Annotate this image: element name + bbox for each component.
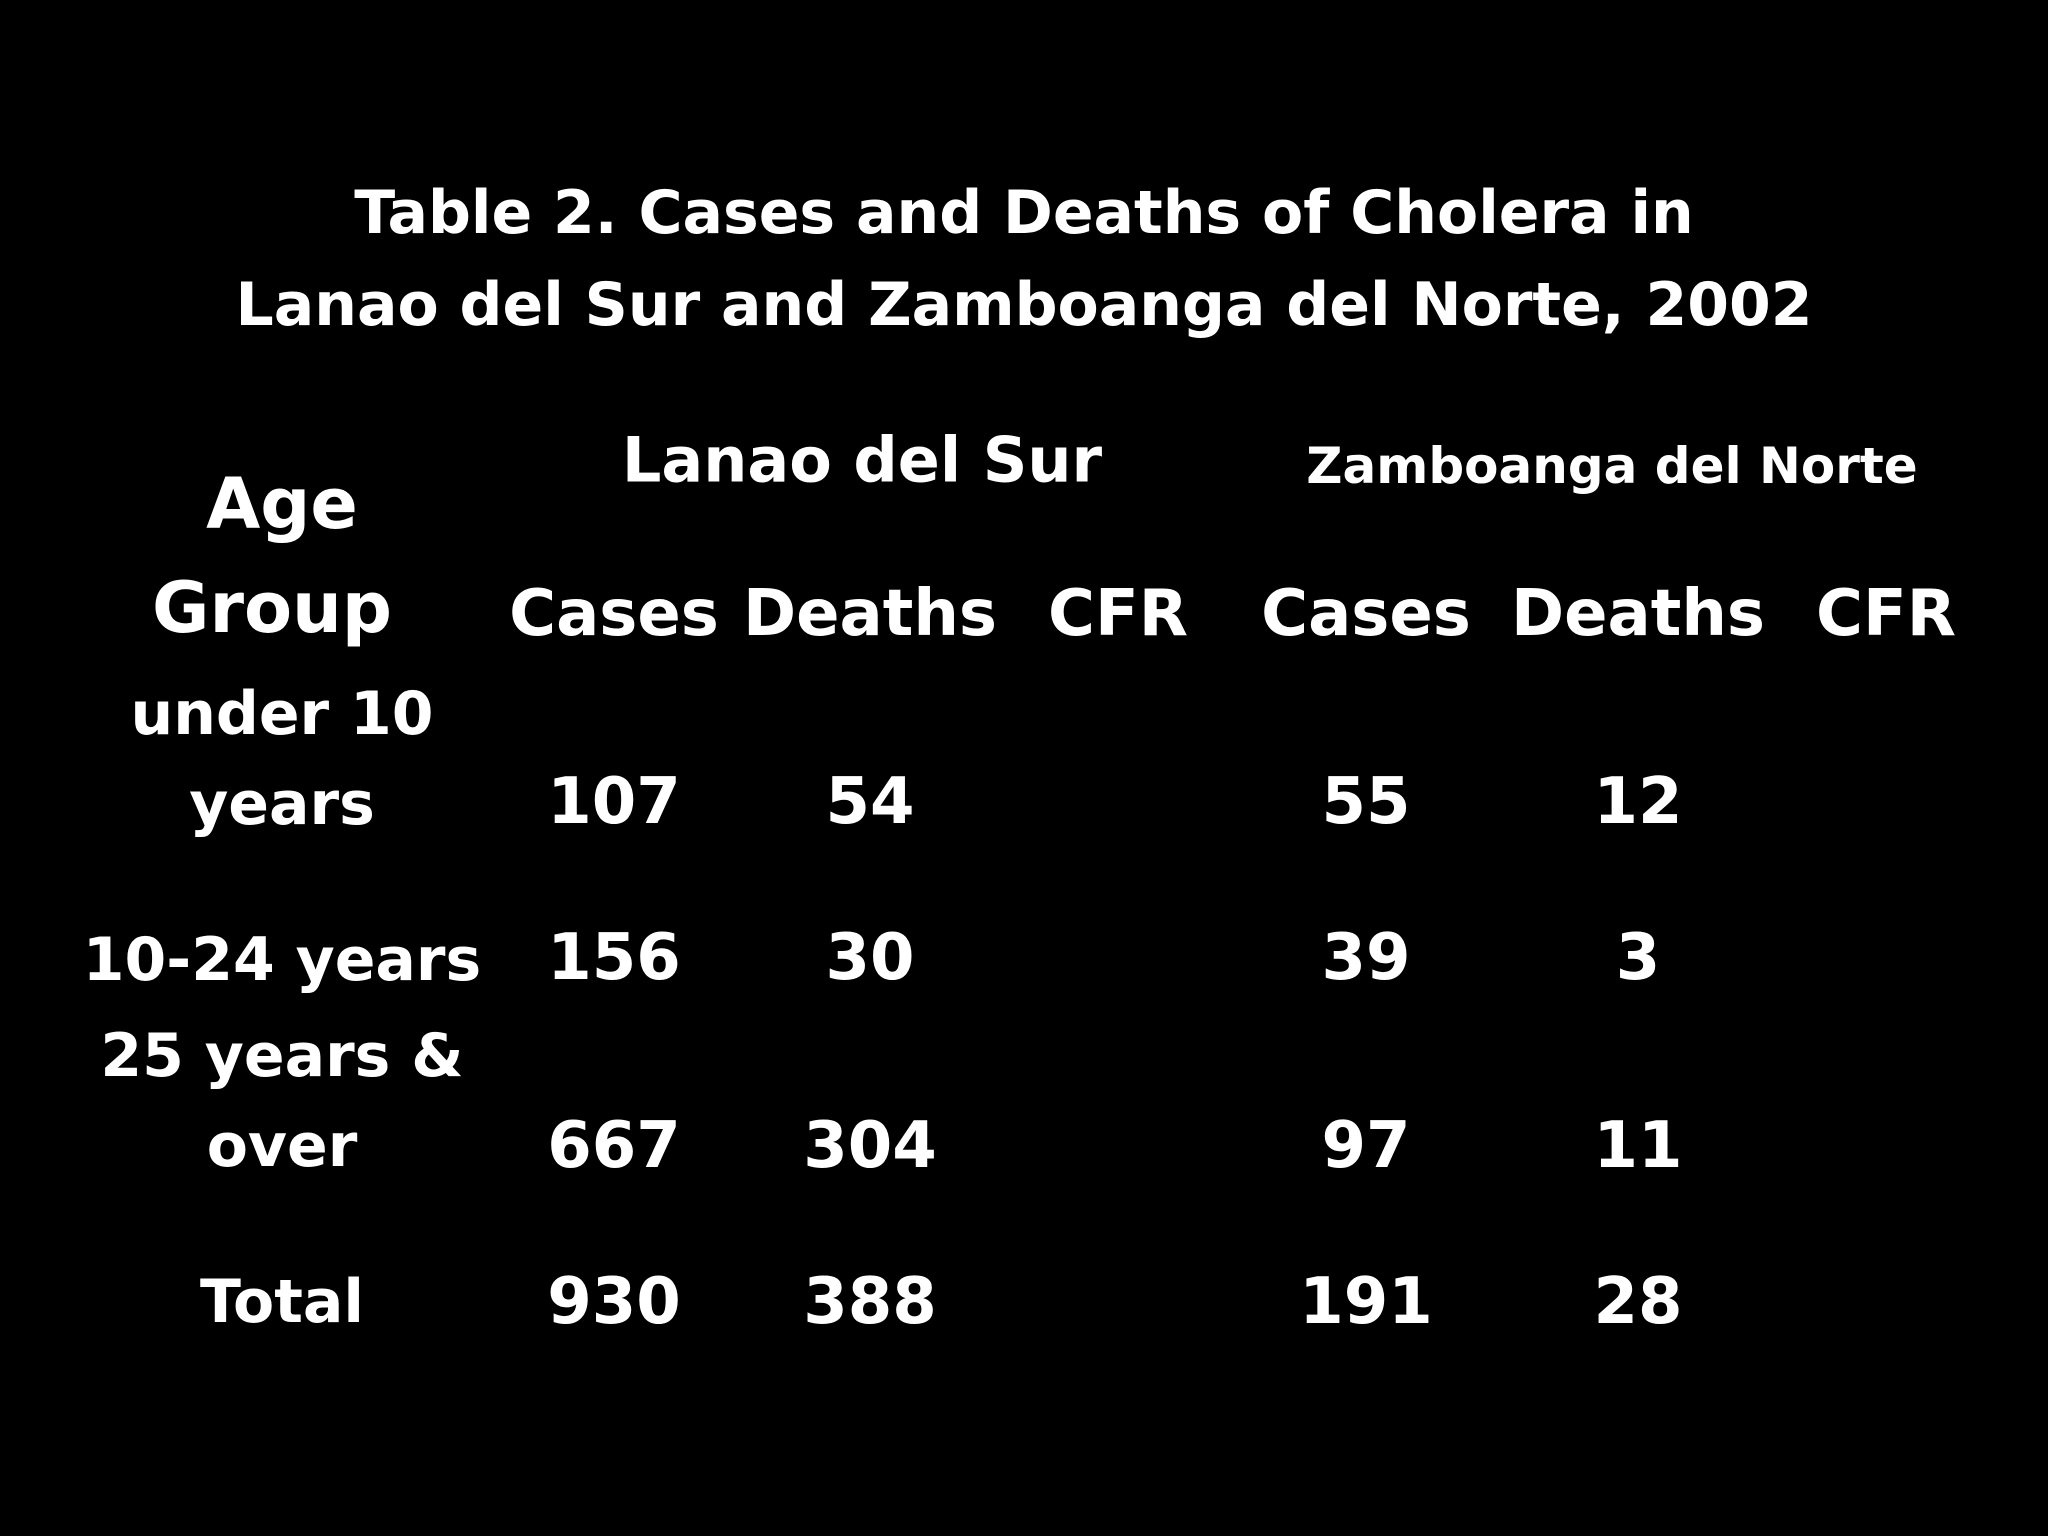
cell-25-over-lanao-cases: 667 (547, 1109, 681, 1183)
cell-under-10-lanao-cases: 107 (547, 765, 681, 839)
column-header-zamboanga-cases: Cases (1261, 577, 1471, 651)
row-label-total: Total (200, 1267, 364, 1337)
cell-under-10-lanao-deaths: 54 (825, 765, 915, 839)
column-header-lanao-cfr: CFR (1048, 577, 1188, 651)
cell-total-zamboanga-cases: 191 (1299, 1265, 1433, 1339)
table-title-line-2: Lanao del Sur and Zamboanga del Norte, 2… (235, 270, 1813, 340)
table-title-line-1: Table 2. Cases and Deaths of Cholera in (354, 178, 1694, 248)
cell-25-over-lanao-deaths: 304 (803, 1109, 937, 1183)
row-label-25-over-line-1: 25 years & (100, 1021, 464, 1091)
cell-total-lanao-cases: 930 (547, 1265, 681, 1339)
cell-10-24-lanao-cases: 156 (547, 921, 681, 995)
cell-10-24-lanao-deaths: 30 (825, 921, 915, 995)
cell-10-24-zamboanga-cases: 39 (1321, 921, 1411, 995)
column-header-zamboanga-deaths: Deaths (1511, 577, 1765, 651)
cell-10-24-zamboanga-deaths: 3 (1615, 921, 1661, 995)
row-label-under-10-line-2: years (189, 769, 375, 839)
row-label-under-10-line-1: under 10 (130, 679, 434, 749)
cell-25-over-zamboanga-cases: 97 (1321, 1109, 1411, 1183)
group-header-zamboanga-del-norte: Zamboanga del Norte (1306, 437, 1918, 495)
age-header-line-2: Group (151, 567, 393, 649)
column-header-lanao-cases: Cases (509, 577, 719, 651)
age-header-line-1: Age (206, 463, 358, 545)
table-title: Table 2. Cases and Deaths of Cholera in … (0, 167, 2048, 351)
row-label-25-over-line-2: over (206, 1111, 358, 1181)
cell-total-lanao-deaths: 388 (803, 1265, 937, 1339)
column-header-zamboanga-cfr: CFR (1816, 577, 1956, 651)
row-label-10-24: 10-24 years (82, 925, 482, 995)
cell-under-10-zamboanga-cases: 55 (1321, 765, 1411, 839)
group-header-lanao-del-sur: Lanao del Sur (621, 423, 1103, 497)
cell-25-over-zamboanga-deaths: 11 (1593, 1109, 1683, 1183)
column-header-lanao-deaths: Deaths (743, 577, 997, 651)
cell-under-10-zamboanga-deaths: 12 (1593, 765, 1683, 839)
cell-total-zamboanga-deaths: 28 (1593, 1265, 1683, 1339)
